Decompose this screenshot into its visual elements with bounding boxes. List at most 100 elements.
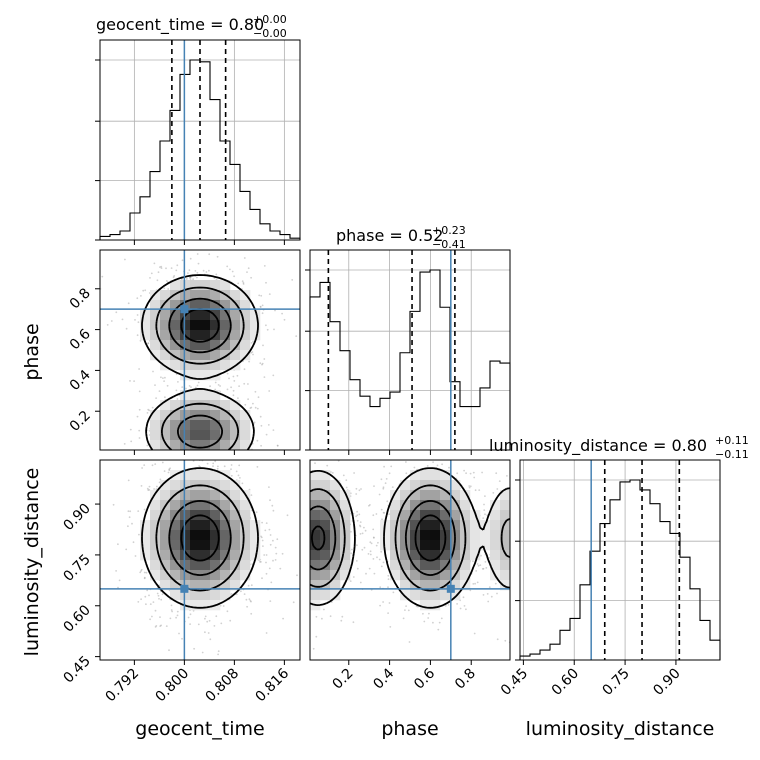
density-cell	[420, 520, 431, 531]
sample-point	[477, 564, 480, 567]
density-cell	[190, 370, 201, 381]
density-cell	[250, 310, 261, 321]
density-cell	[330, 550, 341, 561]
sample-point	[149, 603, 152, 605]
truth-marker	[180, 305, 189, 314]
sample-point	[160, 265, 163, 268]
sample-point	[355, 487, 358, 490]
sample-point	[372, 514, 375, 517]
density-cell	[410, 510, 421, 521]
sample-point	[112, 503, 115, 506]
sample-point	[165, 267, 167, 270]
sample-point	[169, 467, 172, 470]
sample-point	[272, 539, 274, 542]
sample-point	[486, 593, 489, 595]
density-cell	[150, 550, 161, 561]
sample-point	[361, 532, 364, 535]
sample-point	[117, 543, 119, 546]
sample-point	[447, 604, 450, 606]
panel-content	[100, 460, 300, 660]
sample-point	[209, 385, 212, 388]
sample-point	[158, 390, 161, 392]
density-cell	[430, 470, 441, 481]
density-luminosity-distance-vs-phase	[309, 459, 511, 665]
density-cell	[170, 570, 181, 581]
sample-point	[286, 514, 289, 517]
sample-point	[237, 397, 239, 399]
sample-point	[296, 574, 298, 577]
density-cell	[240, 330, 251, 341]
sample-point	[479, 564, 482, 566]
density-cell	[450, 500, 461, 511]
x-tick-label: 0.75	[600, 666, 633, 699]
sample-point	[279, 567, 282, 570]
sample-point	[356, 510, 358, 513]
density-cell	[190, 520, 201, 531]
xlabel-geocent-time: geocent_time	[135, 718, 264, 740]
x-tick-label: 0.60	[549, 666, 582, 699]
sample-point	[255, 511, 258, 514]
title-sup-geocent-time: +0.00	[253, 13, 287, 26]
density-cell	[200, 500, 211, 511]
sample-point	[246, 605, 249, 608]
density-cell	[200, 300, 211, 311]
sample-point	[276, 444, 279, 447]
sample-point	[495, 472, 498, 475]
sample-point	[231, 270, 234, 273]
density-cell	[390, 500, 401, 511]
density-cell	[410, 480, 421, 491]
density-cell	[450, 560, 461, 571]
sample-point	[246, 271, 248, 273]
sample-point	[465, 472, 467, 475]
sample-point	[259, 561, 261, 563]
density-cell	[140, 330, 151, 341]
sample-point	[250, 494, 253, 496]
density-cell	[320, 490, 331, 501]
sample-point	[129, 510, 132, 513]
density-cell	[450, 510, 461, 521]
density-cell	[210, 550, 221, 561]
density-cell	[310, 560, 321, 571]
density-cell	[450, 590, 461, 601]
sample-point	[226, 388, 229, 391]
sample-point	[247, 267, 250, 270]
sample-point	[265, 572, 268, 575]
title-sup-luminosity-distance: +0.11	[715, 434, 749, 447]
density-cell	[230, 570, 241, 581]
sample-point	[187, 616, 190, 619]
sample-point	[181, 259, 184, 262]
density-cell	[390, 510, 401, 521]
sample-point	[206, 462, 209, 465]
sample-point	[350, 552, 353, 555]
density-cell	[180, 550, 191, 561]
density-cell	[180, 590, 191, 601]
density-cell	[320, 550, 331, 561]
sample-point	[263, 358, 266, 360]
sample-point	[202, 269, 205, 272]
sample-point	[223, 465, 226, 468]
density-cell	[160, 300, 171, 311]
density-cell	[180, 560, 191, 571]
sample-point	[244, 403, 247, 406]
sample-point	[469, 472, 472, 475]
density-cell	[160, 440, 171, 450]
sample-point	[481, 471, 483, 474]
sample-point	[143, 464, 146, 466]
sample-point	[260, 444, 262, 447]
density-cell	[210, 290, 221, 301]
density-cell	[220, 300, 231, 311]
sample-point	[176, 614, 179, 617]
density-cell	[200, 560, 211, 571]
density-cell	[240, 570, 251, 581]
sample-point	[164, 396, 166, 399]
sample-point	[423, 620, 426, 623]
density-cell	[210, 480, 221, 491]
sample-point	[321, 617, 323, 620]
sample-point	[383, 465, 385, 468]
sample-point	[380, 550, 383, 553]
density-cell	[220, 590, 231, 601]
y-tick-label: 0.45	[60, 653, 93, 686]
sample-point	[245, 598, 248, 601]
sample-point	[250, 612, 253, 615]
sample-point	[265, 561, 267, 564]
